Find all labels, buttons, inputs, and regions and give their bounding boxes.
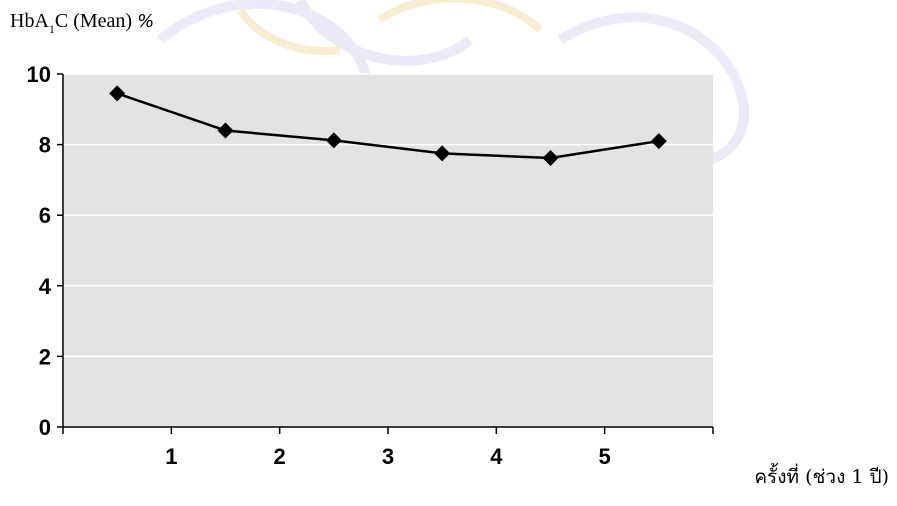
data-point-6 — [650, 133, 667, 150]
data-point-1 — [109, 85, 126, 102]
y-tick-label-2: 2 — [39, 344, 51, 369]
x-tick-label-3: 3 — [382, 444, 394, 469]
y-tick-label-0: 0 — [39, 415, 51, 440]
y-axis-label-subscript: 1 — [48, 22, 55, 36]
plot-area — [63, 74, 713, 427]
x-axis-label: ครั้งที่ (ช่วง 1 ปี) — [754, 466, 889, 488]
y-tick-label-10: 10 — [27, 62, 51, 87]
x-tick-label-2: 2 — [274, 444, 286, 469]
y-axis-label-prefix: HbA — [10, 10, 49, 32]
y-axis-label-unit: % — [137, 11, 155, 32]
data-point-5 — [542, 150, 559, 167]
x-tick-label-4: 4 — [490, 444, 503, 469]
data-point-3 — [325, 132, 342, 149]
y-axis-label: HbA1C (Mean) % — [10, 10, 154, 37]
x-tick-label-1: 1 — [165, 444, 177, 469]
y-axis-label-suffix: C (Mean) — [54, 10, 138, 32]
y-tick-label-8: 8 — [39, 133, 51, 158]
y-tick-label-4: 4 — [39, 274, 52, 299]
data-point-4 — [434, 145, 451, 162]
series-line-0 — [116, 92, 660, 160]
y-tick-label-6: 6 — [39, 203, 51, 228]
data-point-2 — [217, 122, 234, 139]
x-tick-label-5: 5 — [599, 444, 611, 469]
